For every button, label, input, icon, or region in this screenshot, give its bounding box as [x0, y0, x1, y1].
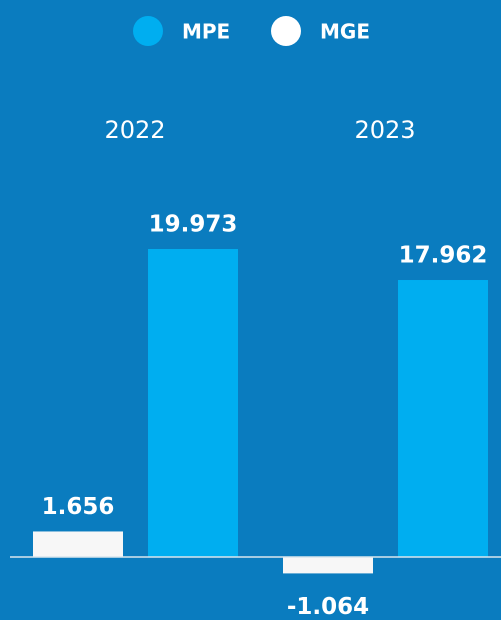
- value-label: -1.064: [287, 594, 369, 620]
- bar: [148, 249, 238, 557]
- bar: [398, 280, 488, 557]
- bar: [283, 557, 373, 574]
- value-label: 17.962: [399, 243, 488, 269]
- legend-swatch: [271, 16, 301, 46]
- value-label: 19.973: [149, 212, 238, 238]
- legend-label: MGE: [320, 20, 370, 44]
- category-label: 2022: [104, 116, 165, 144]
- category-label: 2023: [354, 116, 415, 144]
- value-label: 1.656: [42, 494, 115, 520]
- bar: [33, 531, 123, 557]
- legend-swatch: [133, 16, 163, 46]
- legend-label: MPE: [182, 20, 230, 44]
